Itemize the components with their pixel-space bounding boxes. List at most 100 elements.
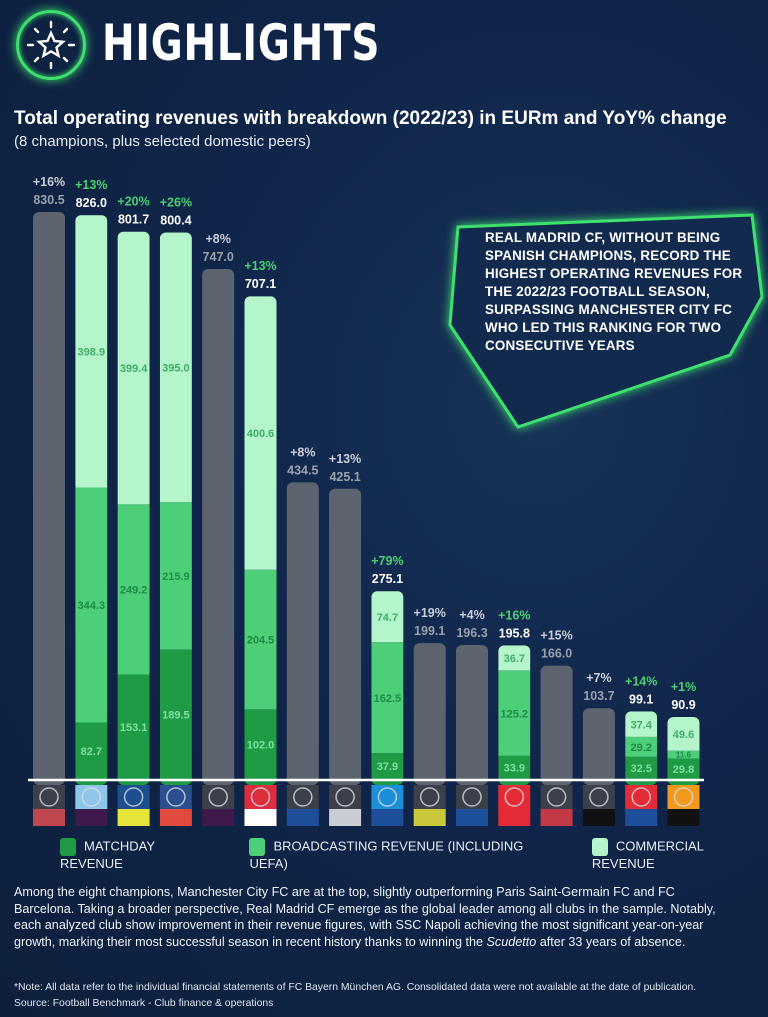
club-logo bbox=[456, 785, 488, 826]
total-label: 800.4 bbox=[160, 214, 191, 228]
callout-text: REAL MADRID CF, WITHOUT BEING SPANISH CH… bbox=[485, 230, 743, 353]
bar-segment-commercial bbox=[371, 591, 404, 643]
total-label: 801.7 bbox=[118, 213, 149, 227]
yoy-label: +8% bbox=[290, 445, 315, 459]
league-badge bbox=[244, 809, 277, 826]
bar-total bbox=[33, 212, 65, 785]
club-logo bbox=[159, 785, 192, 826]
segment-label: 82.7 bbox=[81, 746, 102, 758]
bar-segment-broadcasting bbox=[625, 736, 658, 757]
segment-label: 29.8 bbox=[673, 764, 694, 776]
segment-label: 204.5 bbox=[247, 635, 275, 647]
club-logo bbox=[33, 785, 65, 826]
bar-segment-broadcasting bbox=[371, 642, 404, 754]
bar-segment-broadcasting bbox=[667, 750, 700, 759]
bar-group bbox=[540, 665, 573, 785]
legend-label: COMMERCIAL REVENUE bbox=[591, 838, 704, 871]
yoy-label: +13% bbox=[244, 259, 276, 273]
bar-segment-commercial bbox=[625, 711, 658, 737]
yoy-label: +8% bbox=[206, 232, 231, 246]
yoy-label: +20% bbox=[117, 195, 149, 209]
yoy-label: +19% bbox=[414, 606, 446, 620]
segment-label: 11.6 bbox=[676, 751, 692, 760]
total-label: 826.0 bbox=[76, 196, 107, 210]
yoy-label: +1% bbox=[671, 680, 696, 694]
league-badge bbox=[286, 809, 319, 826]
summary-paragraph: Among the eight champions, Manchester Ci… bbox=[14, 884, 734, 950]
bar-segment-commercial bbox=[498, 645, 531, 671]
total-label: 90.9 bbox=[671, 698, 695, 712]
segment-label: 399.4 bbox=[120, 363, 148, 375]
bar-total bbox=[202, 269, 235, 786]
source-text: Source: Football Benchmark - Club financ… bbox=[14, 998, 274, 1009]
segment-label: 49.6 bbox=[673, 729, 694, 741]
segment-label: 102.0 bbox=[247, 739, 275, 751]
yoy-label: +4% bbox=[459, 608, 484, 622]
total-label: 195.8 bbox=[499, 626, 530, 640]
total-label: 830.5 bbox=[33, 193, 64, 207]
note-text: *Note: All data refer to the individual … bbox=[14, 982, 697, 993]
bar-group bbox=[413, 643, 446, 785]
chart-subtitle: (8 champions, plus selected domestic pee… bbox=[14, 133, 311, 150]
segment-label: 162.5 bbox=[374, 693, 402, 705]
league-badge bbox=[371, 809, 404, 826]
club-logo bbox=[371, 785, 404, 826]
yoy-label: +14% bbox=[625, 674, 657, 688]
segment-label: 398.9 bbox=[78, 346, 106, 358]
yoy-label: +13% bbox=[75, 178, 107, 192]
league-badge bbox=[202, 809, 235, 826]
summary-text: Among the eight champions, Manchester Ci… bbox=[14, 885, 716, 949]
bar-group bbox=[75, 215, 108, 785]
bar-group bbox=[286, 482, 319, 785]
yoy-label: +26% bbox=[160, 196, 192, 210]
segment-label: 29.2 bbox=[630, 742, 651, 754]
club-logo bbox=[202, 785, 235, 826]
bar-segment-commercial bbox=[75, 215, 108, 488]
segment-label: 37.9 bbox=[377, 761, 398, 773]
segment-label: 189.5 bbox=[162, 709, 190, 721]
total-label: 99.1 bbox=[629, 692, 653, 706]
total-label: 166.0 bbox=[541, 647, 572, 661]
bar-segment-broadcasting bbox=[159, 502, 192, 650]
total-label: 425.1 bbox=[329, 470, 360, 484]
club-logo bbox=[582, 785, 615, 826]
total-label: 199.1 bbox=[414, 624, 445, 638]
yoy-label: +16% bbox=[33, 175, 65, 189]
bar-group bbox=[582, 708, 615, 785]
league-badge bbox=[667, 809, 700, 826]
club-logo bbox=[117, 785, 150, 826]
bar-group bbox=[244, 296, 277, 785]
yoy-label: +16% bbox=[498, 608, 530, 622]
club-logo bbox=[498, 785, 531, 826]
bar-total bbox=[286, 482, 319, 785]
club-logo bbox=[540, 785, 573, 826]
club-logo bbox=[667, 785, 700, 826]
league-badge bbox=[75, 809, 108, 826]
segment-label: 37.4 bbox=[630, 719, 652, 731]
league-badge bbox=[33, 809, 65, 826]
total-label: 275.1 bbox=[372, 572, 403, 586]
bar-total bbox=[413, 643, 446, 785]
bar-segment-matchday bbox=[159, 649, 192, 785]
segment-label: 153.1 bbox=[120, 722, 148, 734]
total-label: 196.3 bbox=[456, 626, 487, 640]
legend-commercial: COMMERCIAL REVENUE bbox=[591, 838, 768, 871]
bar-total bbox=[329, 488, 362, 785]
league-badge bbox=[456, 809, 488, 826]
total-label: 707.1 bbox=[245, 277, 276, 291]
summary-italic: Scudetto bbox=[486, 934, 537, 949]
bar-group bbox=[202, 269, 235, 786]
legend-label: BROADCASTING REVENUE (INCLUDING UEFA) bbox=[249, 838, 524, 871]
bar-group bbox=[117, 231, 150, 785]
league-badge bbox=[413, 809, 446, 826]
segment-label: 32.5 bbox=[630, 763, 651, 775]
bar-segment-commercial bbox=[667, 716, 700, 751]
league-badge bbox=[117, 809, 150, 826]
legend-matchday: MATCHDAY REVENUE bbox=[60, 838, 219, 871]
club-logo bbox=[244, 785, 277, 826]
segment-label: 36.7 bbox=[504, 653, 525, 665]
chart-title: Total operating revenues with breakdown … bbox=[14, 108, 727, 129]
bar-total bbox=[456, 644, 488, 785]
callout-frame bbox=[448, 213, 764, 429]
summary-end: after 33 years of absence. bbox=[539, 934, 686, 949]
